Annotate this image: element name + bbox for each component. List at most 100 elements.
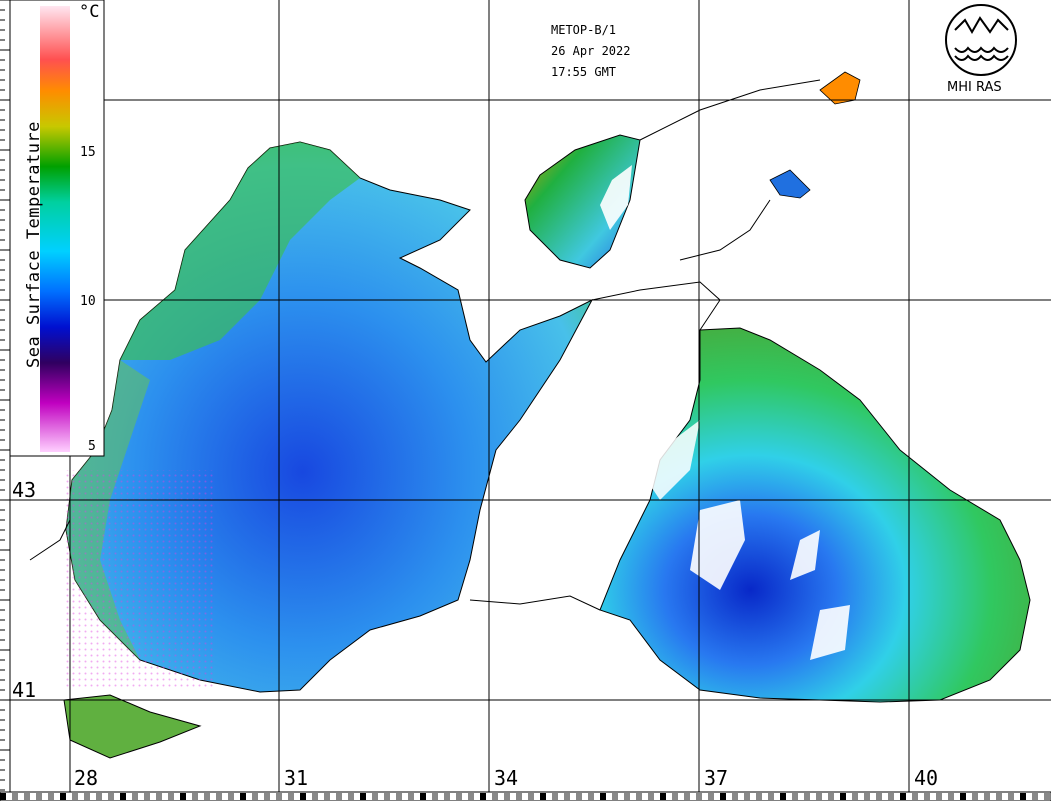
east-cloud-1	[690, 500, 745, 590]
ruler-segment	[228, 793, 234, 800]
ruler-segment	[156, 793, 162, 800]
ruler-segment	[36, 793, 42, 800]
ruler-segment	[732, 793, 738, 800]
azov-sea	[524, 134, 641, 269]
ruler-segment	[852, 793, 858, 800]
ruler-segment	[72, 793, 78, 800]
ruler-segment	[684, 793, 690, 800]
ruler-segment	[708, 793, 714, 800]
ruler-segment	[216, 793, 222, 800]
logo-text: MHI RAS	[947, 80, 1002, 95]
mhi-logo-icon	[945, 4, 1017, 76]
ruler-segment	[252, 793, 258, 800]
north-coast	[639, 79, 821, 141]
colorbar-title: Sea Surface Temperature	[24, 121, 44, 368]
lat-label-41: 41	[12, 678, 37, 702]
ruler-segment	[96, 793, 102, 800]
kerch-strait	[769, 169, 811, 199]
ruler-segment	[900, 793, 906, 800]
east-cloud-4	[640, 420, 700, 500]
ruler-segment	[396, 793, 402, 800]
ruler-segment	[792, 793, 798, 800]
colorbar-tick-5: 5	[88, 439, 96, 454]
lon-label-37: 37	[704, 766, 729, 790]
ruler-segment	[480, 793, 486, 800]
ruler-segment	[420, 793, 426, 800]
colorbar-unit: °C	[79, 2, 100, 22]
acquisition-time: 17:55 GMT	[551, 65, 617, 79]
ruler-segment	[168, 793, 174, 800]
ruler-segment	[324, 793, 330, 800]
east-cloud-2	[790, 530, 820, 580]
ruler-segment	[960, 793, 966, 800]
ruler-segment	[48, 793, 54, 800]
ruler-segment	[192, 793, 198, 800]
satellite-name: METOP-B/1	[551, 23, 617, 37]
ruler-segment	[60, 793, 66, 800]
ruler-segment	[444, 793, 450, 800]
nw-shelf	[120, 142, 360, 360]
ruler-segment	[1032, 793, 1038, 800]
ruler-segment	[540, 793, 546, 800]
ruler-segment	[84, 793, 90, 800]
ruler-segment	[1008, 793, 1014, 800]
taganrog-bay	[819, 71, 861, 105]
ruler-segment	[912, 793, 918, 800]
lon-label-31: 31	[284, 766, 309, 790]
ruler-segment	[936, 793, 942, 800]
ruler-segment	[984, 793, 990, 800]
ruler-segment	[240, 793, 246, 800]
ruler-segment	[612, 793, 618, 800]
ruler-segment	[636, 793, 642, 800]
kerch-coast	[679, 199, 771, 261]
east-cloud-3	[810, 605, 850, 660]
bottom-ruler	[0, 791, 1051, 801]
ruler-segment	[924, 793, 930, 800]
ruler-segment	[888, 793, 894, 800]
lon-label-34: 34	[494, 766, 519, 790]
ruler-segment	[360, 793, 366, 800]
ruler-segment	[312, 793, 318, 800]
ruler-segment	[756, 793, 762, 800]
ruler-segment	[276, 793, 282, 800]
ruler-segment	[696, 793, 702, 800]
ruler-segment	[204, 793, 210, 800]
lon-label-40: 40	[914, 766, 939, 790]
ruler-segment	[972, 793, 978, 800]
ruler-segment	[1044, 793, 1050, 800]
colorbar-tick-15: 15	[80, 145, 96, 160]
ruler-segment	[576, 793, 582, 800]
ruler-segment	[336, 793, 342, 800]
ruler-segment	[624, 793, 630, 800]
ruler-segment	[660, 793, 666, 800]
ruler-segment	[720, 793, 726, 800]
ruler-segment	[408, 793, 414, 800]
ruler-segment	[552, 793, 558, 800]
ruler-segment	[588, 793, 594, 800]
east-basin	[599, 327, 1031, 703]
ruler-segment	[432, 793, 438, 800]
ruler-segment	[12, 793, 18, 800]
ruler-segment	[804, 793, 810, 800]
azov-cloud	[600, 165, 632, 230]
marmara-sea	[63, 694, 202, 759]
lat-label-43: 43	[12, 478, 37, 502]
bulgaria-coast	[29, 519, 71, 561]
crimea-coast	[591, 281, 721, 331]
ruler-segment	[120, 793, 126, 800]
ruler-segment	[132, 793, 138, 800]
ruler-segment	[864, 793, 870, 800]
ruler-segment	[780, 793, 786, 800]
ruler-segment	[504, 793, 510, 800]
ruler-segment	[996, 793, 1002, 800]
lon-label-28: 28	[74, 766, 99, 790]
ruler-segment	[384, 793, 390, 800]
ruler-segment	[672, 793, 678, 800]
ruler-segment	[0, 793, 6, 800]
ruler-segment	[348, 793, 354, 800]
ruler-segment	[840, 793, 846, 800]
ruler-segment	[600, 793, 606, 800]
ruler-segment	[948, 793, 954, 800]
ruler-segment	[372, 793, 378, 800]
